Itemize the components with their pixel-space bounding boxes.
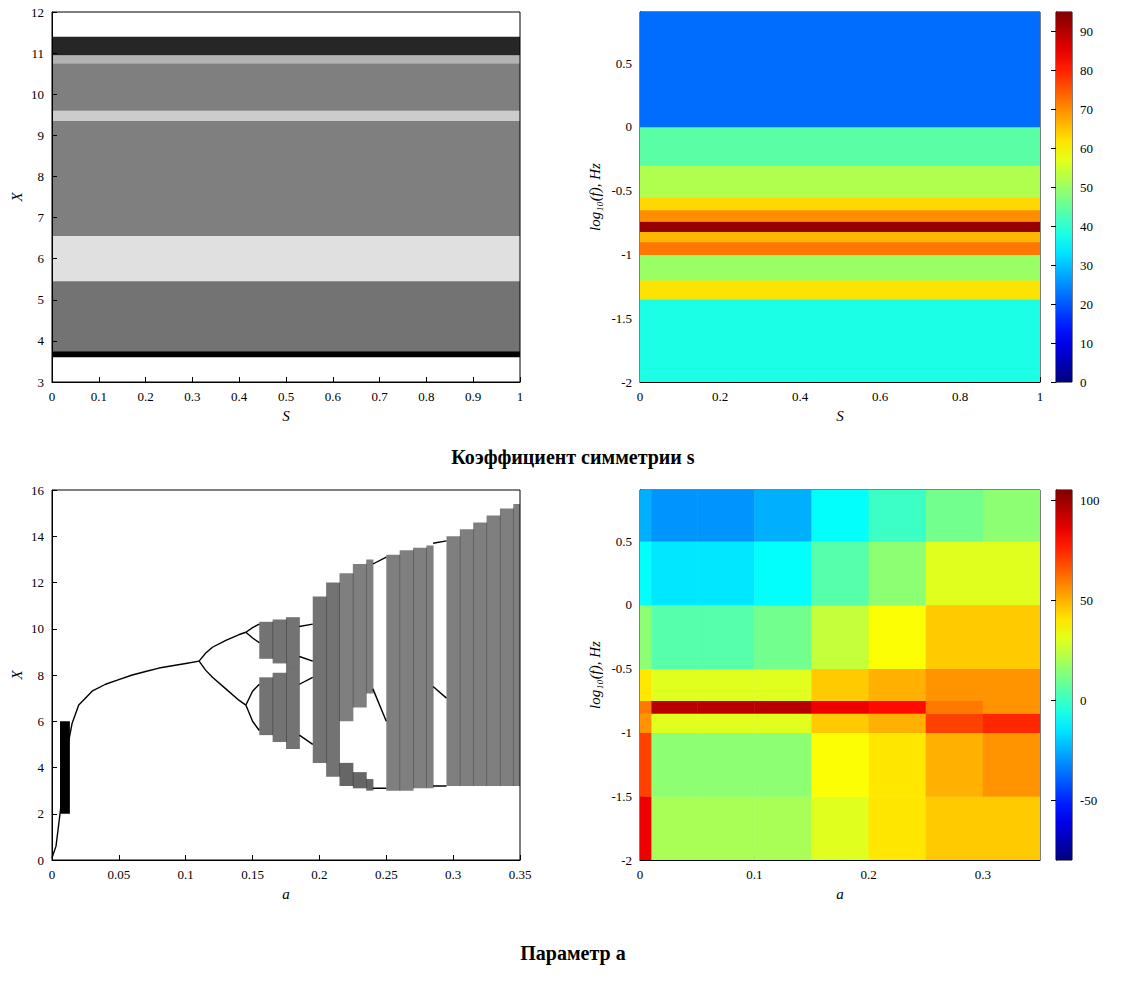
- svg-text:0: 0: [637, 867, 644, 882]
- svg-text:0: 0: [1080, 375, 1087, 390]
- svg-text:0.9: 0.9: [465, 389, 481, 404]
- svg-text:0.4: 0.4: [231, 389, 248, 404]
- svg-text:S: S: [836, 408, 844, 424]
- svg-text:8: 8: [38, 169, 45, 184]
- svg-text:-1.5: -1.5: [611, 311, 632, 326]
- svg-text:4: 4: [38, 333, 45, 348]
- svg-text:4: 4: [38, 760, 45, 775]
- svg-text:0.1: 0.1: [91, 389, 107, 404]
- svg-text:6: 6: [38, 251, 45, 266]
- svg-text:-1: -1: [621, 247, 632, 262]
- svg-text:10: 10: [1080, 336, 1093, 351]
- svg-text:0.5: 0.5: [616, 534, 632, 549]
- svg-text:6: 6: [38, 714, 45, 729]
- svg-text:12: 12: [31, 5, 44, 20]
- svg-text:0.8: 0.8: [418, 389, 434, 404]
- svg-text:0.25: 0.25: [375, 867, 398, 882]
- svg-text:0.8: 0.8: [952, 389, 968, 404]
- svg-text:0.2: 0.2: [712, 389, 728, 404]
- svg-text:8: 8: [38, 668, 45, 683]
- svg-text:0.1: 0.1: [178, 867, 194, 882]
- svg-text:-0.5: -0.5: [611, 661, 632, 676]
- svg-text:X: X: [9, 192, 25, 203]
- svg-text:14: 14: [31, 529, 45, 544]
- svg-text:70: 70: [1080, 102, 1093, 117]
- svg-text:0.5: 0.5: [616, 56, 632, 71]
- svg-text:50: 50: [1080, 593, 1093, 608]
- svg-text:0.4: 0.4: [792, 389, 809, 404]
- svg-text:a: a: [282, 886, 290, 902]
- svg-text:-0.5: -0.5: [611, 183, 632, 198]
- svg-text:0.3: 0.3: [975, 867, 991, 882]
- svg-text:0.15: 0.15: [241, 867, 264, 882]
- svg-text:0.2: 0.2: [311, 867, 327, 882]
- svg-text:-2: -2: [621, 375, 632, 390]
- svg-text:100: 100: [1080, 493, 1100, 508]
- svg-text:16: 16: [31, 483, 45, 498]
- svg-text:log₁₀(f), Hz: log₁₀(f), Hz: [587, 163, 604, 231]
- svg-text:80: 80: [1080, 63, 1093, 78]
- svg-text:a: a: [836, 886, 844, 902]
- svg-text:5: 5: [38, 292, 45, 307]
- svg-text:-1: -1: [621, 725, 632, 740]
- svg-text:1: 1: [1037, 389, 1044, 404]
- svg-text:10: 10: [31, 87, 44, 102]
- svg-text:0.6: 0.6: [872, 389, 889, 404]
- svg-text:0: 0: [1080, 693, 1087, 708]
- svg-text:12: 12: [31, 575, 44, 590]
- svg-text:0.3: 0.3: [445, 867, 461, 882]
- svg-text:0: 0: [49, 389, 56, 404]
- svg-text:log₁₀(f), Hz: log₁₀(f), Hz: [587, 641, 604, 709]
- svg-text:0.35: 0.35: [509, 867, 532, 882]
- svg-text:-1.5: -1.5: [611, 789, 632, 804]
- svg-text:0.1: 0.1: [746, 867, 762, 882]
- svg-text:0.2: 0.2: [860, 867, 876, 882]
- svg-text:3: 3: [38, 375, 45, 390]
- svg-text:40: 40: [1080, 219, 1093, 234]
- svg-text:30: 30: [1080, 258, 1093, 273]
- svg-text:2: 2: [38, 806, 45, 821]
- svg-text:0: 0: [626, 119, 633, 134]
- svg-text:Параметр a: Параметр a: [520, 942, 625, 965]
- svg-text:0.3: 0.3: [184, 389, 200, 404]
- svg-text:0.7: 0.7: [371, 389, 388, 404]
- svg-text:0.5: 0.5: [278, 389, 294, 404]
- svg-text:11: 11: [31, 46, 44, 61]
- svg-text:0.2: 0.2: [137, 389, 153, 404]
- svg-text:0: 0: [637, 389, 644, 404]
- svg-text:1: 1: [517, 389, 524, 404]
- svg-text:60: 60: [1080, 141, 1093, 156]
- svg-text:-50: -50: [1080, 793, 1097, 808]
- svg-text:10: 10: [31, 621, 44, 636]
- svg-text:20: 20: [1080, 297, 1093, 312]
- svg-text:S: S: [282, 408, 290, 424]
- svg-text:0: 0: [38, 853, 45, 868]
- svg-text:-2: -2: [621, 853, 632, 868]
- svg-text:0.05: 0.05: [107, 867, 130, 882]
- svg-text:0: 0: [626, 597, 633, 612]
- svg-text:X: X: [9, 670, 25, 681]
- svg-text:90: 90: [1080, 24, 1093, 39]
- svg-text:7: 7: [38, 210, 45, 225]
- svg-text:Коэффициент симметрии s: Коэффициент симметрии s: [451, 446, 695, 469]
- svg-text:9: 9: [38, 128, 45, 143]
- svg-text:0: 0: [49, 867, 56, 882]
- svg-text:50: 50: [1080, 180, 1093, 195]
- svg-text:0.6: 0.6: [325, 389, 342, 404]
